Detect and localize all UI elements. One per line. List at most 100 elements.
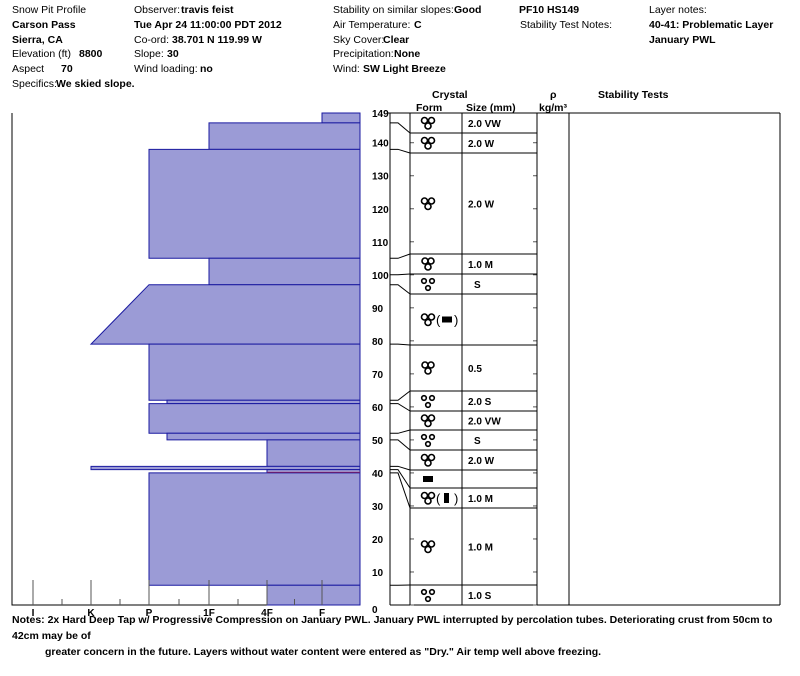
- layer-connector: [390, 343, 411, 346]
- sky-value: Clear: [383, 34, 410, 46]
- x-tick-label: K: [87, 608, 95, 619]
- depth-tick-label: 80: [372, 337, 384, 348]
- paren-icon: (: [436, 491, 441, 506]
- sky-label: Sky Cover:: [333, 34, 385, 46]
- notes-line: 2x Hard Deep Tap w/ Progressive Compress…: [12, 614, 773, 642]
- depth-tick-label: 50: [372, 436, 384, 447]
- hardness-layer: [148, 343, 361, 401]
- grain-circle: [427, 197, 436, 205]
- stability-tests-header: Stability Tests: [598, 89, 669, 101]
- grain-circle: [420, 414, 429, 422]
- hardness-layer: [148, 403, 361, 434]
- hardness-layer: [266, 584, 361, 606]
- layer-note: 40-41: Problematic Layer: [649, 19, 774, 31]
- depth-tick-label: 100: [372, 271, 389, 282]
- ice-crust-icon: [423, 476, 433, 482]
- aspect-value: 70: [61, 63, 73, 75]
- depth-tick-label: 149: [372, 109, 389, 120]
- grain-circle: [424, 401, 432, 409]
- wind-value: SW Light Breeze: [363, 63, 446, 75]
- grain-circle: [427, 491, 436, 500]
- elevation-label: Elevation (ft): [12, 48, 71, 60]
- grain-size: 1.0 S: [468, 591, 492, 602]
- layer-connector: [390, 122, 411, 134]
- grain-circle: [420, 394, 428, 402]
- depth-tick-label: 130: [372, 172, 389, 183]
- grain-circle: [424, 367, 432, 375]
- layer-connector: [390, 284, 411, 295]
- grain-size: 2.0 W: [468, 200, 495, 211]
- x-tick-label: 1F: [203, 608, 215, 619]
- grain-circle: [427, 540, 436, 548]
- grain-size: 1.0 M: [468, 494, 493, 505]
- stability-value: Good: [454, 4, 482, 16]
- location: Carson Pass: [12, 19, 76, 31]
- depth-tick-label: 10: [372, 568, 384, 579]
- layer-connector: [390, 439, 411, 451]
- coord-value: 38.701 N 119.99 W: [172, 34, 262, 46]
- elevation-value: 8800: [79, 48, 103, 60]
- grain-circle: [420, 491, 429, 500]
- grain-size: S: [474, 436, 481, 447]
- grain-circle: [424, 122, 432, 130]
- grain-circle: [427, 453, 436, 462]
- grain-size: 0.5: [468, 364, 482, 375]
- grain-circle: [420, 433, 428, 441]
- grain-circle: [424, 459, 432, 467]
- paren-icon: ): [454, 491, 458, 506]
- ice-crust-icon: [442, 316, 452, 323]
- depth-tick-label: 0: [372, 605, 378, 616]
- wind-loading-value: no: [200, 63, 213, 75]
- grain-circle: [424, 142, 432, 150]
- grain-size: S: [474, 280, 481, 291]
- grain-circle: [427, 136, 436, 145]
- crystal-header: Crystal: [432, 89, 468, 101]
- grain-circle: [427, 414, 436, 422]
- wind-loading-label: Wind loading:: [134, 63, 198, 75]
- grain-size: 1.0 M: [468, 260, 493, 271]
- layer-connector: [390, 148, 411, 154]
- grain-size: 2.0 VW: [468, 417, 501, 428]
- size-header: Size (mm): [466, 102, 516, 114]
- grain-circle: [420, 453, 429, 462]
- aspect-label: Aspect: [12, 63, 45, 75]
- grain-circle: [420, 588, 428, 596]
- stability-test-notes-label: Stability Test Notes:: [520, 19, 613, 31]
- grain-circle: [427, 361, 435, 369]
- air-temp-label: Air Temperature:: [333, 19, 411, 31]
- density-unit-header: kg/m³: [539, 102, 568, 114]
- grain-circle: [428, 588, 436, 596]
- paren-icon: ): [454, 313, 458, 328]
- grain-circle: [427, 257, 435, 265]
- layer-note: January PWL: [649, 34, 716, 46]
- observer-label: Observer:: [134, 4, 181, 16]
- grain-circle: [427, 116, 436, 125]
- depth-tick-label: 90: [372, 304, 384, 315]
- rho-header: ρ: [550, 89, 557, 101]
- grain-circle: [421, 361, 429, 369]
- grain-circle: [420, 540, 429, 548]
- grain-circle: [424, 419, 432, 428]
- notes-line: greater concern in the future. Layers wi…: [45, 646, 602, 658]
- layer-connector: [390, 465, 411, 471]
- grain-size: 2.0 W: [468, 456, 495, 467]
- depth-tick-label: 140: [372, 139, 389, 150]
- grain-size: 2.0 W: [468, 139, 495, 150]
- grain-size: 2.0 VW: [468, 119, 501, 130]
- grain-circle: [420, 197, 429, 205]
- x-tick-label: F: [319, 608, 325, 619]
- chart-frame: [11, 113, 360, 606]
- hardness-layer: [321, 112, 361, 124]
- layer-connector: [390, 273, 411, 276]
- hardness-layer: [266, 439, 361, 467]
- x-tick-label: 4F: [261, 608, 273, 619]
- grain-circle: [424, 595, 432, 603]
- slope-value: 30: [167, 48, 179, 60]
- grain-circle: [421, 257, 429, 265]
- depth-tick-label: 30: [372, 502, 384, 513]
- layer-connector: [390, 253, 411, 259]
- depth-tick-label: 110: [372, 238, 389, 249]
- pf-hs: PF10 HS149: [519, 4, 580, 16]
- grain-circle: [424, 545, 432, 554]
